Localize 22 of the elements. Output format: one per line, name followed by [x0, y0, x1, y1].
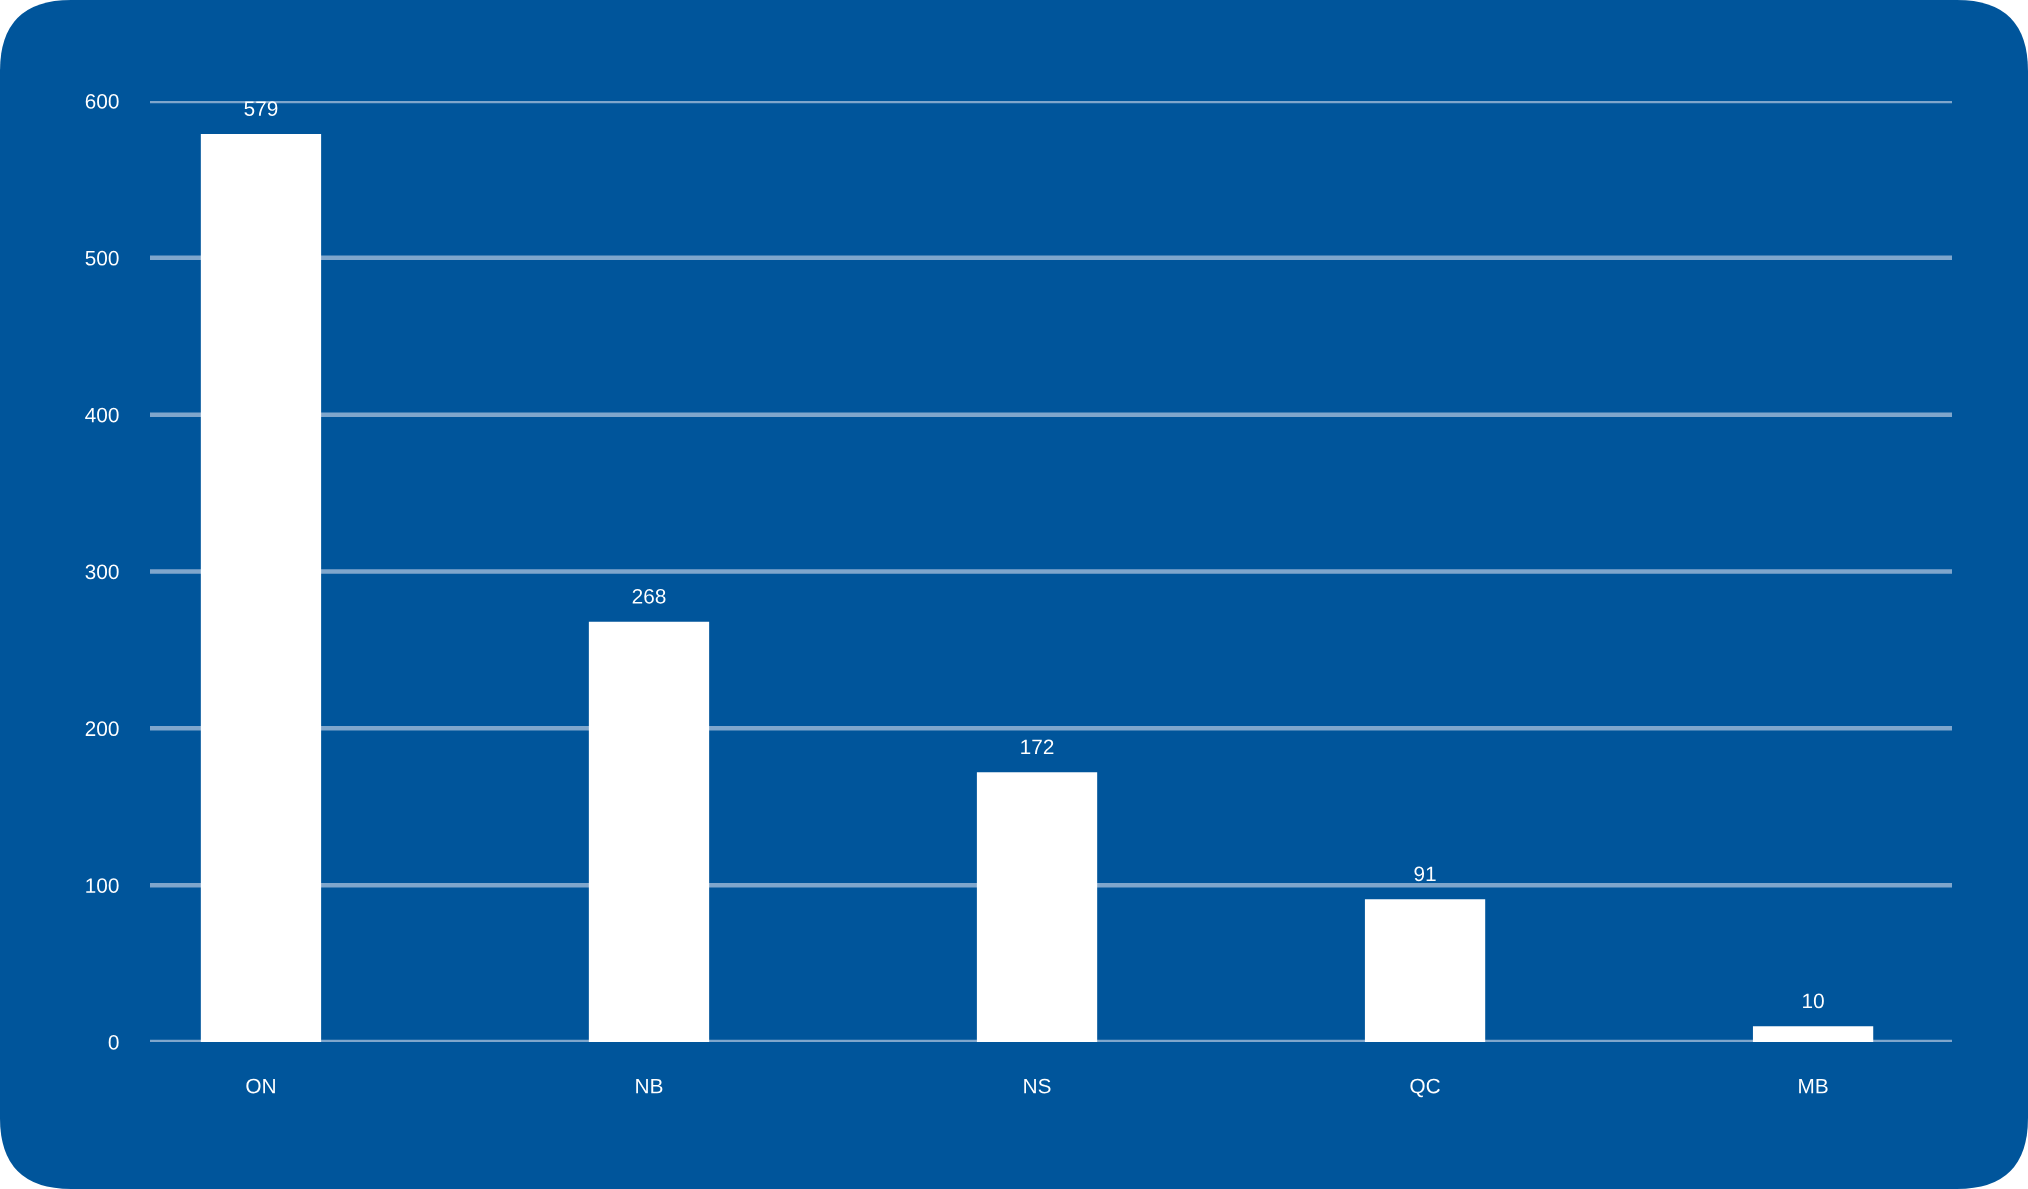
y-tick-label: 200	[85, 721, 119, 737]
x-tick-label: NS	[1024, 1078, 1051, 1094]
x-tick-label: ON	[246, 1078, 275, 1094]
y-tick-label: 600	[85, 94, 119, 109]
data-label: 268	[632, 588, 666, 604]
y-tick-label: 500	[85, 250, 119, 266]
data-label: 10	[1803, 993, 1824, 1009]
x-tick-label: NB	[636, 1078, 663, 1094]
y-tick-label: 0	[108, 1035, 119, 1050]
bar	[1752, 1026, 1874, 1042]
y-tick-label: 100	[86, 878, 119, 893]
x-tick-label: MB	[1799, 1078, 1828, 1094]
bar	[976, 772, 1098, 1042]
x-tick-label: QC	[1410, 1078, 1440, 1098]
bar	[588, 621, 710, 1042]
bar	[1364, 899, 1486, 1042]
bar	[200, 133, 322, 1042]
y-tick-label: 400	[85, 407, 119, 423]
data-label: 172	[1021, 739, 1054, 755]
y-tick-label: 300	[85, 564, 119, 580]
data-label: 579	[244, 101, 278, 116]
data-label: 91	[1414, 866, 1436, 882]
